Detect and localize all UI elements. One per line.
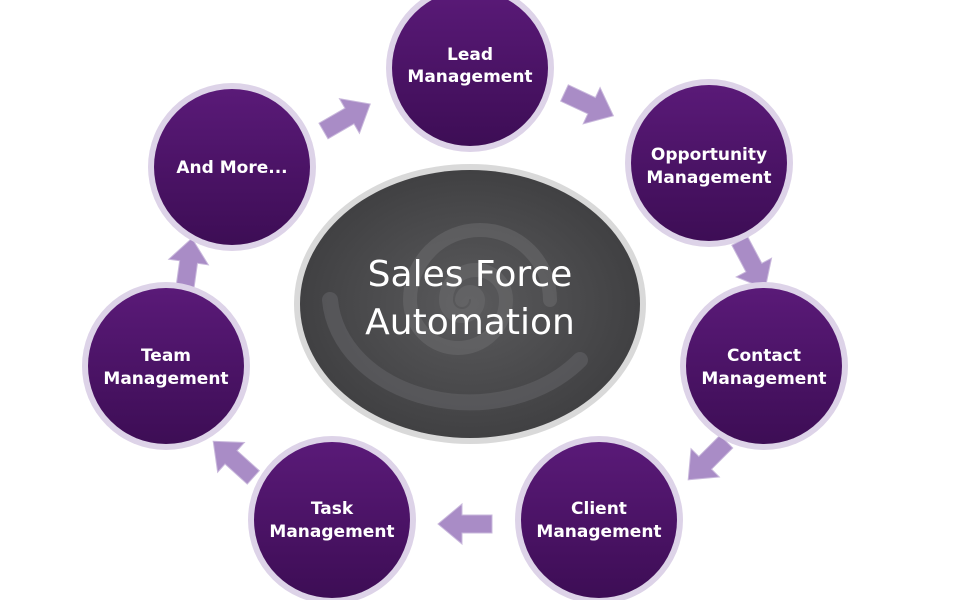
- node-label-line2: Management: [269, 522, 394, 542]
- node-label-line1: Lead: [447, 45, 493, 65]
- node-label-line1: And More...: [176, 158, 287, 178]
- node-disc: [88, 288, 244, 444]
- node-label-line1: Team: [141, 346, 191, 366]
- node-disc: [392, 0, 548, 146]
- arrow-more-to-lead: [318, 98, 371, 140]
- node-disc: [254, 442, 410, 598]
- node-label-line2: Management: [701, 369, 826, 389]
- node-label-line1: Opportunity: [651, 145, 767, 165]
- node-lead-management: Lead Management: [386, 0, 554, 152]
- node-label-line2: Management: [407, 67, 532, 87]
- center-disc: [300, 170, 640, 438]
- center-title-line2: Automation: [365, 302, 575, 343]
- node-team-management: Team Management: [82, 282, 250, 450]
- center-title-line1: Sales Force: [368, 254, 573, 295]
- node-opportunity-management: Opportunity Management: [625, 79, 793, 247]
- arrow-client-to-task: [437, 502, 493, 546]
- node-disc: [686, 288, 842, 444]
- swirl-icon: [322, 223, 588, 411]
- node-contact-management: Contact Management: [680, 282, 848, 450]
- node-task-management: Task Management: [248, 436, 416, 600]
- node-label-line1: Contact: [727, 346, 801, 366]
- node-label-line2: Management: [646, 168, 771, 188]
- node-disc: [154, 89, 310, 245]
- arrow-task-to-team: [212, 440, 261, 485]
- node-label-line1: Client: [571, 499, 627, 519]
- node-label-line2: Management: [536, 522, 661, 542]
- node-label-line1: Task: [311, 499, 354, 519]
- center-hub: Sales Force Automation: [294, 164, 646, 444]
- flow-arrows: [167, 84, 773, 546]
- node-disc: [521, 442, 677, 598]
- arrow-contact-to-client: [687, 434, 734, 481]
- node-label-line2: Management: [103, 369, 228, 389]
- node-disc: [631, 85, 787, 241]
- node-client-management: Client Management: [515, 436, 683, 600]
- node-and-more: And More...: [148, 83, 316, 251]
- arrow-lead-to-opportunity: [559, 84, 615, 125]
- arrow-opportunity-to-contact: [731, 236, 773, 290]
